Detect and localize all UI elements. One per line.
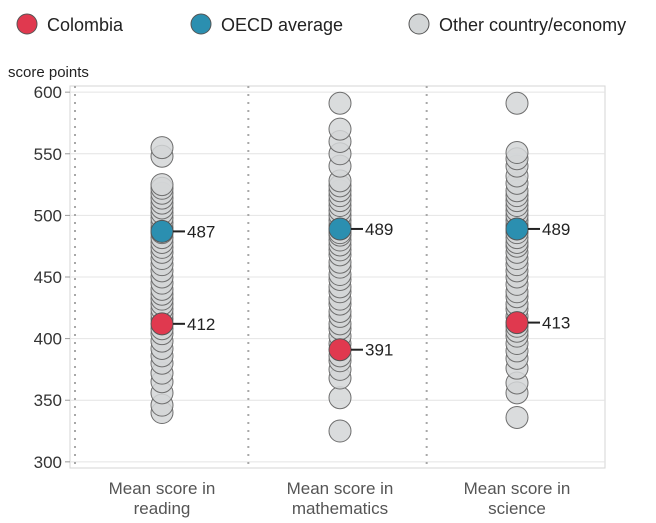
y-tick-label-300: 300 xyxy=(34,453,62,472)
point-colombia-0 xyxy=(150,312,174,336)
legend-marker-2 xyxy=(408,13,430,35)
point-other-1-0 xyxy=(328,419,352,443)
y-tick-label-600: 600 xyxy=(34,83,62,102)
data-label-colombia-2: 413 xyxy=(542,314,570,333)
legend-label-0: Colombia xyxy=(47,15,124,35)
data-label-oecd-0: 487 xyxy=(187,222,215,241)
point-other-0-37 xyxy=(150,173,174,197)
point-other-2-0 xyxy=(505,405,529,429)
x-category-label-2-0: Mean score in xyxy=(464,479,571,498)
legend-marker-1 xyxy=(190,13,212,35)
point-other-2-37 xyxy=(505,141,529,165)
data-label-oecd-1: 489 xyxy=(365,220,393,239)
point-other-1-39 xyxy=(328,117,352,141)
x-category-label-0-0: Mean score in xyxy=(109,479,216,498)
y-tick-label-350: 350 xyxy=(34,391,62,410)
data-label-oecd-2: 489 xyxy=(542,220,570,239)
legend-label-2: Other country/economy xyxy=(439,15,626,35)
y-tick-label-500: 500 xyxy=(34,206,62,225)
point-colombia-1 xyxy=(328,338,352,362)
x-category-label-1-1: mathematics xyxy=(292,499,388,518)
point-oecd-0 xyxy=(150,219,174,243)
x-category-label-0-1: reading xyxy=(134,499,191,518)
data-label-colombia-1: 391 xyxy=(365,341,393,360)
point-other-1-40 xyxy=(328,91,352,115)
point-oecd-1 xyxy=(328,217,352,241)
point-oecd-2 xyxy=(505,217,529,241)
point-colombia-2 xyxy=(505,311,529,335)
y-tick-label-400: 400 xyxy=(34,330,62,349)
point-other-0-39 xyxy=(150,136,174,160)
y-tick-label-450: 450 xyxy=(34,268,62,287)
y-axis-label: score points xyxy=(8,64,89,81)
data-label-colombia-0: 412 xyxy=(187,315,215,334)
x-category-label-1-0: Mean score in xyxy=(287,479,394,498)
y-tick-label-550: 550 xyxy=(34,145,62,164)
legend-label-1: OECD average xyxy=(221,15,343,35)
point-other-2-38 xyxy=(505,91,529,115)
legend-marker-0 xyxy=(16,13,38,35)
point-other-1-1 xyxy=(328,386,352,410)
x-category-label-2-1: science xyxy=(488,499,546,518)
